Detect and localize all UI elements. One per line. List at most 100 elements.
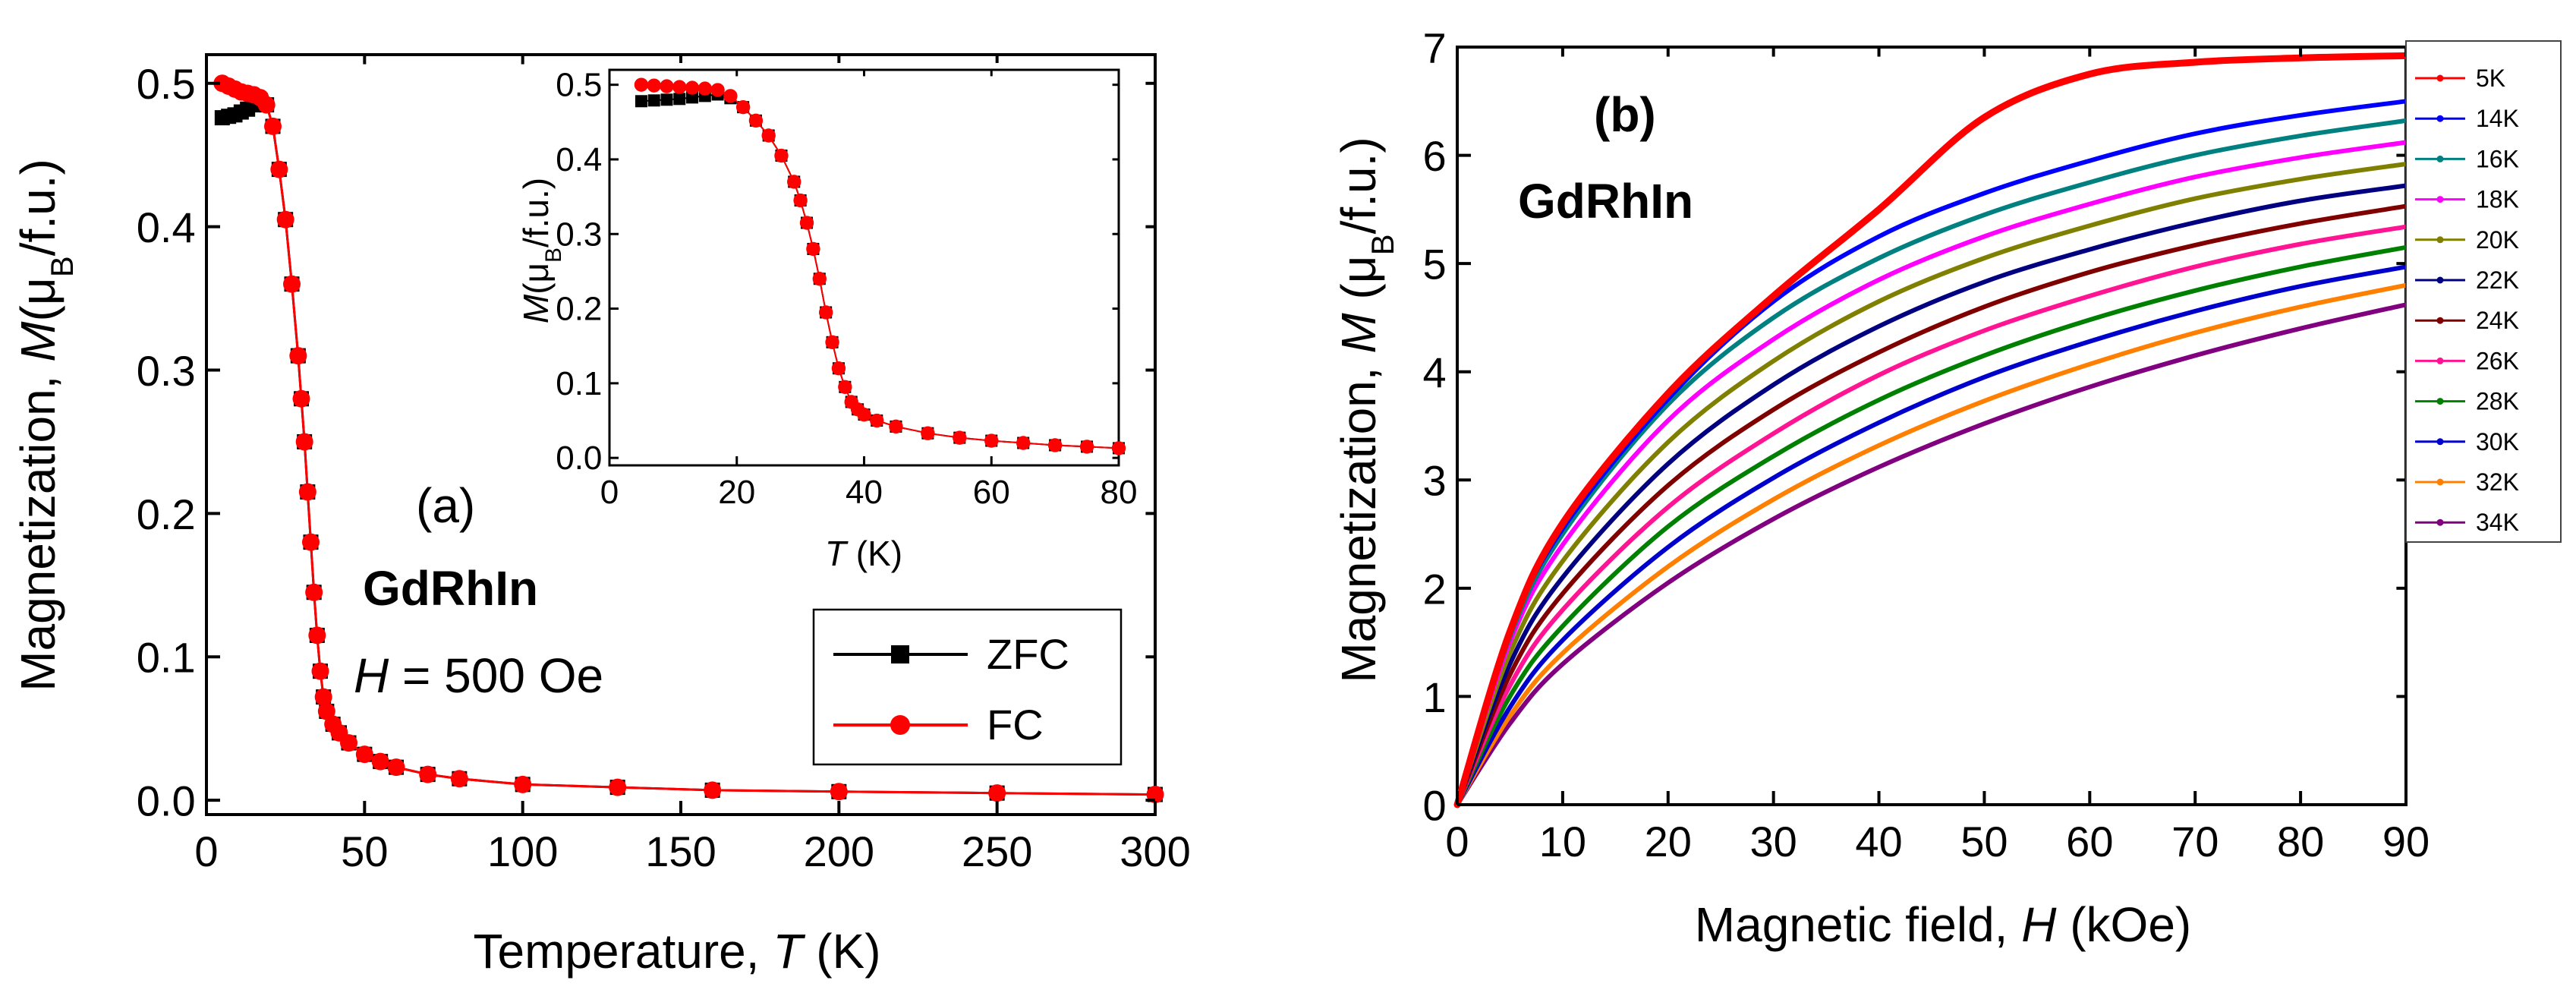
inset-point-zfc xyxy=(686,91,699,104)
panel-b-x-tick-label: 90 xyxy=(2382,818,2430,865)
panel-a-point-fc xyxy=(305,583,323,601)
panel-b-curve-26k xyxy=(1455,224,2408,807)
panel-b-y-tick-label: 1 xyxy=(1422,673,1446,721)
legend-marker-fc xyxy=(890,715,910,735)
inset-x-tick-label: 80 xyxy=(1101,474,1138,511)
inset-point-fc xyxy=(660,79,674,93)
legend-marker-24k xyxy=(2436,317,2444,324)
inset-x-tick-label: 60 xyxy=(973,474,1010,511)
panel-a-point-fc xyxy=(311,662,329,680)
legend-marker-5k xyxy=(2436,74,2444,82)
panel-a-point-fc xyxy=(295,433,313,451)
panel-a-inset-chart: 0 20 40 60 80 0.00.10.20.30.40.5 M(μB/f.u.) … xyxy=(516,63,1137,573)
legend-marker-26k xyxy=(2436,357,2444,364)
inset-x-tick-label: 20 xyxy=(718,474,755,511)
panel-a-point-fc xyxy=(450,770,468,788)
panel-a-y-tick-label: 0.0 xyxy=(137,777,196,825)
inset-point-fc xyxy=(818,305,833,320)
inset-point-fc xyxy=(672,80,687,94)
panel-a-point-fc xyxy=(830,783,848,801)
inset-y-tick-label: 0.2 xyxy=(556,291,602,328)
inset-x-ticks: 0 20 40 60 80 xyxy=(600,70,1138,511)
panel-b-x-tick-label: 10 xyxy=(1539,818,1586,865)
inset-point-fc xyxy=(870,413,884,428)
panel-b-x-axis-label: Magnetic field, H (kOe) xyxy=(1695,897,2191,952)
panel-b-legend: 5K 14K 16K 18K 20K 22K 24K 26K 28K 30K 32K 34K xyxy=(2405,40,2562,543)
inset-point-zfc xyxy=(647,94,660,107)
inset-point-fc xyxy=(838,380,852,394)
panel-a-point-fc xyxy=(387,758,405,777)
legend-frame xyxy=(812,608,1123,766)
legend-label-22k: 22K xyxy=(2476,266,2519,294)
panel-a-legend: ZFC FC xyxy=(812,608,1123,766)
panel-a-point-fc xyxy=(371,752,389,771)
panel-a-y-tick-label: 0.4 xyxy=(137,203,196,251)
legend-marker-18k xyxy=(2436,196,2444,203)
panel-a-plot-area xyxy=(205,53,1164,816)
legend-label-34k: 34K xyxy=(2476,509,2519,536)
panel-a-point-fc xyxy=(340,734,357,752)
inset-point-fc xyxy=(799,216,814,230)
panel-a-point-fc xyxy=(314,688,332,706)
panel-a-point-fc xyxy=(270,160,288,178)
legend-label-18k: 18K xyxy=(2476,186,2519,213)
inset-point-fc xyxy=(710,83,725,97)
panel-a-point-fc xyxy=(514,775,532,793)
inset-y-tick-label: 0.4 xyxy=(556,141,602,178)
panel-b-curve-34k xyxy=(1455,302,2408,807)
inset-point-zfc xyxy=(673,93,686,106)
panel-b-curve-24k xyxy=(1455,203,2408,807)
inset-point-fc xyxy=(685,80,700,95)
legend-marker-zfc xyxy=(891,645,909,663)
panel-b-y-axis-label: Magnetization, M (μB/f.u.) xyxy=(1331,137,1400,682)
legend-label-30k: 30K xyxy=(2476,428,2519,455)
panel-a-point-fc xyxy=(355,745,373,764)
inset-point-zfc xyxy=(635,95,647,108)
legend-marker-28k xyxy=(2436,398,2444,405)
inset-point-fc xyxy=(984,433,999,448)
panel-a-x-tick-label: 0 xyxy=(194,827,218,875)
inset-y-tick-label: 0.1 xyxy=(556,365,602,402)
inset-point-fc xyxy=(634,77,649,92)
legend-label-zfc: ZFC xyxy=(987,630,1069,678)
inset-x-tick-label: 40 xyxy=(846,474,883,511)
panel-b-curve-32k xyxy=(1455,282,2408,807)
inset-y-tick-label: 0.3 xyxy=(556,216,602,253)
legend-marker-32k xyxy=(2436,478,2444,486)
panel-a-y-tick-label: 0.3 xyxy=(137,347,196,395)
panel-a-point-fc xyxy=(609,778,627,796)
inset-y-tick-label: 0.5 xyxy=(556,67,602,104)
panel-a-field-annotation: H = 500 Oe xyxy=(354,648,603,703)
panel-b-curve-5k xyxy=(1453,52,2410,808)
panel-b-y-tick-label: 0 xyxy=(1422,781,1446,829)
panel-a-point-fc xyxy=(298,483,316,501)
panel-a-x-tick-label: 250 xyxy=(962,827,1032,875)
svg-text:Magnetic field, H (kOe): Magnetic field, H (kOe) xyxy=(1695,897,2191,952)
panel-a-point-fc xyxy=(308,626,326,645)
inset-point-fc xyxy=(889,419,903,434)
panel-a-point-fc xyxy=(419,765,437,783)
inset-point-fc xyxy=(1079,440,1094,454)
legend-label-fc: FC xyxy=(987,701,1044,749)
panel-b-x-tick-label: 0 xyxy=(1445,818,1469,865)
panel-a-x-tick-label: 300 xyxy=(1120,827,1190,875)
inset-point-fc xyxy=(735,99,751,115)
panel-a-x-tick-label: 200 xyxy=(804,827,874,875)
inset-point-fc xyxy=(857,407,871,422)
inset-y-axis-label: M(μB/f.u.) xyxy=(516,178,566,323)
panel-b-plot-area xyxy=(1453,46,2410,808)
panel-b-x-tick-label: 80 xyxy=(2277,818,2324,865)
svg-text:Magnetization, M(μB/f.u.): Magnetization, M(μB/f.u.) xyxy=(11,159,80,692)
panel-b-x-tick-label: 20 xyxy=(1645,818,1692,865)
panel-a-point-fc xyxy=(257,96,276,114)
panel-a-x-ticks: 0 50 100 150 200 250 300 xyxy=(194,55,1191,875)
panel-a-x-tick-label: 150 xyxy=(645,827,716,875)
panel-b-curve-18k xyxy=(1455,140,2408,807)
inset-point-fc xyxy=(787,175,801,189)
inset-point-fc xyxy=(1111,441,1126,455)
panel-b-y-tick-label: 7 xyxy=(1422,24,1446,71)
panel-b-curve-22k xyxy=(1455,183,2408,807)
panel-b-x-tick-label: 40 xyxy=(1855,818,1902,865)
inset-point-zfc xyxy=(660,93,673,106)
